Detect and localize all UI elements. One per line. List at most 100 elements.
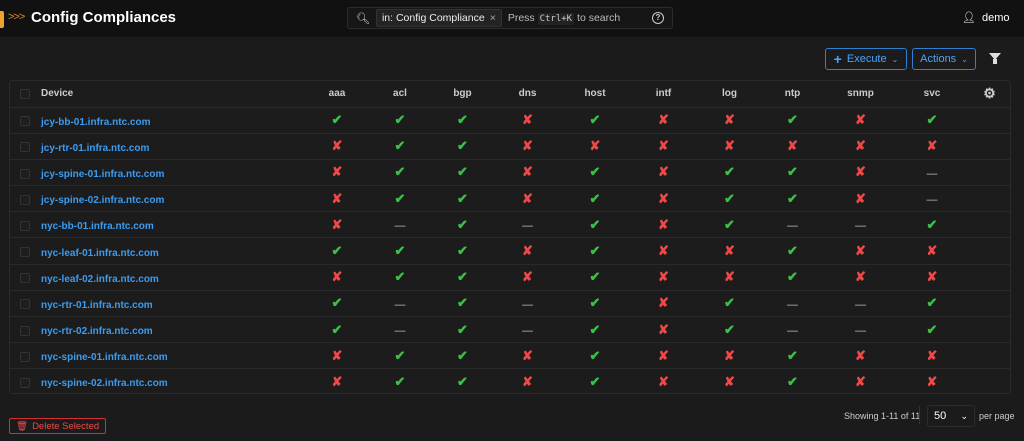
filter-icon[interactable]	[989, 53, 1001, 64]
status-cell-log[interactable]: ✘︎	[698, 264, 761, 291]
device-link[interactable]: nyc-leaf-01.infra.ntc.com	[41, 247, 159, 259]
status-cell-log[interactable]: ✘︎	[698, 342, 761, 370]
status-cell-intf[interactable]: ✘︎	[629, 316, 698, 344]
status-cell-aaa[interactable]: ✘︎	[305, 264, 369, 291]
status-cell-ntp[interactable]: —	[761, 290, 824, 318]
status-cell-acl[interactable]: ✔︎	[369, 133, 431, 160]
status-cell-aaa[interactable]: ✔︎	[305, 237, 369, 265]
status-cell-host[interactable]: ✔︎	[561, 264, 629, 291]
status-cell-dns[interactable]: ✘︎	[494, 107, 561, 134]
status-cell-ntp[interactable]: ✔︎	[761, 107, 824, 134]
row-checkbox[interactable]	[19, 220, 30, 231]
status-cell-dns[interactable]: ✘︎	[494, 159, 561, 187]
status-cell-snmp[interactable]: ✘︎	[824, 185, 897, 213]
status-cell-svc[interactable]: ✘︎	[897, 133, 967, 160]
status-cell-intf[interactable]: ✘︎	[629, 368, 698, 393]
status-cell-bgp[interactable]: ✔︎	[431, 342, 494, 370]
status-cell-acl[interactable]: ✔︎	[369, 185, 431, 213]
status-cell-snmp[interactable]: ✘︎	[824, 159, 897, 187]
status-cell-intf[interactable]: ✘︎	[629, 185, 698, 213]
status-cell-aaa[interactable]: ✘︎	[305, 368, 369, 393]
status-cell-ntp[interactable]: —	[761, 211, 824, 239]
status-cell-log[interactable]: ✔︎	[698, 211, 761, 239]
row-checkbox[interactable]	[19, 116, 30, 127]
column-settings[interactable]: ⚙︎	[967, 81, 1010, 108]
status-cell-aaa[interactable]: ✔︎	[305, 107, 369, 134]
delete-selected-button[interactable]: 🗑︎ Delete Selected	[9, 418, 107, 434]
actions-button[interactable]: Actions ⌄	[912, 48, 976, 70]
status-cell-aaa[interactable]: ✘︎	[305, 133, 369, 160]
status-cell-ntp[interactable]: ✔︎	[761, 185, 824, 213]
gear-icon[interactable]: ⚙︎	[983, 85, 996, 102]
status-cell-ntp[interactable]: ✘︎	[761, 133, 824, 160]
status-cell-bgp[interactable]: ✔︎	[431, 264, 494, 291]
status-cell-svc[interactable]: ✔︎	[897, 211, 967, 239]
device-link[interactable]: jcy-spine-02.infra.ntc.com	[41, 195, 165, 207]
device-link[interactable]: nyc-leaf-02.infra.ntc.com	[41, 273, 159, 285]
status-cell-snmp[interactable]: ✘︎	[824, 237, 897, 265]
status-cell-host[interactable]: ✘︎	[561, 133, 629, 160]
status-cell-svc[interactable]: —	[897, 159, 967, 187]
status-cell-ntp[interactable]: ✔︎	[761, 159, 824, 187]
status-cell-bgp[interactable]: ✔︎	[431, 237, 494, 265]
status-cell-acl[interactable]: —	[369, 290, 431, 318]
row-checkbox[interactable]	[19, 168, 30, 179]
column-header-ntp[interactable]: ntp	[761, 81, 824, 108]
status-cell-host[interactable]: ✔︎	[561, 290, 629, 318]
status-cell-intf[interactable]: ✘︎	[629, 342, 698, 370]
status-cell-dns[interactable]: —	[494, 316, 561, 344]
column-header-dns[interactable]: dns	[494, 81, 561, 108]
status-cell-log[interactable]: ✘︎	[698, 237, 761, 265]
status-cell-bgp[interactable]: ✔︎	[431, 133, 494, 160]
row-checkbox[interactable]	[19, 142, 30, 153]
remove-scope-icon[interactable]: ×	[489, 12, 496, 24]
status-cell-dns[interactable]: ✘︎	[494, 342, 561, 370]
status-cell-snmp[interactable]: ✘︎	[824, 368, 897, 393]
status-cell-host[interactable]: ✔︎	[561, 107, 629, 134]
status-cell-host[interactable]: ✔︎	[561, 159, 629, 187]
status-cell-dns[interactable]: —	[494, 211, 561, 239]
device-link[interactable]: nyc-bb-01.infra.ntc.com	[41, 221, 154, 233]
row-checkbox[interactable]	[19, 194, 30, 205]
status-cell-host[interactable]: ✔︎	[561, 368, 629, 393]
column-header-log[interactable]: log	[698, 81, 761, 108]
row-checkbox[interactable]	[19, 247, 30, 258]
row-checkbox[interactable]	[19, 299, 30, 310]
status-cell-snmp[interactable]: ✘︎	[824, 133, 897, 160]
column-header-aaa[interactable]: aaa	[305, 81, 369, 108]
column-header-device[interactable]: Device	[33, 81, 305, 108]
status-cell-log[interactable]: ✘︎	[698, 107, 761, 134]
status-cell-acl[interactable]: ✔︎	[369, 159, 431, 187]
device-link[interactable]: nyc-spine-01.infra.ntc.com	[41, 352, 168, 364]
column-header-intf[interactable]: intf	[629, 81, 698, 108]
status-cell-aaa[interactable]: ✘︎	[305, 342, 369, 370]
device-link[interactable]: jcy-bb-01.infra.ntc.com	[41, 116, 151, 128]
status-cell-acl[interactable]: —	[369, 211, 431, 239]
status-cell-ntp[interactable]: ✔︎	[761, 237, 824, 265]
status-cell-bgp[interactable]: ✔︎	[431, 107, 494, 134]
status-cell-bgp[interactable]: ✔︎	[431, 316, 494, 344]
status-cell-log[interactable]: ✔︎	[698, 290, 761, 318]
status-cell-aaa[interactable]: ✘︎	[305, 185, 369, 213]
status-cell-aaa[interactable]: ✘︎	[305, 211, 369, 239]
column-header-bgp[interactable]: bgp	[431, 81, 494, 108]
status-cell-bgp[interactable]: ✔︎	[431, 368, 494, 393]
status-cell-log[interactable]: ✔︎	[698, 316, 761, 344]
device-link[interactable]: nyc-rtr-02.infra.ntc.com	[41, 326, 153, 338]
status-cell-acl[interactable]: ✔︎	[369, 264, 431, 291]
status-cell-dns[interactable]: ✘︎	[494, 133, 561, 160]
device-link[interactable]: jcy-spine-01.infra.ntc.com	[41, 168, 165, 180]
user-menu[interactable]: 👤︎ demo	[962, 11, 1010, 25]
status-cell-svc[interactable]: ✘︎	[897, 342, 967, 370]
status-cell-svc[interactable]: ✘︎	[897, 368, 967, 393]
status-cell-ntp[interactable]: ✔︎	[761, 342, 824, 370]
status-cell-bgp[interactable]: ✔︎	[431, 185, 494, 213]
search-bar[interactable]: 🔍︎ in: Config Compliance × Press Ctrl+K t…	[347, 7, 673, 29]
status-cell-intf[interactable]: ✘︎	[629, 107, 698, 134]
status-cell-host[interactable]: ✔︎	[561, 316, 629, 344]
status-cell-bgp[interactable]: ✔︎	[431, 159, 494, 187]
status-cell-snmp[interactable]: ✘︎	[824, 107, 897, 134]
status-cell-dns[interactable]: ✘︎	[494, 368, 561, 393]
row-checkbox[interactable]	[19, 273, 30, 284]
status-cell-aaa[interactable]: ✘︎	[305, 159, 369, 187]
